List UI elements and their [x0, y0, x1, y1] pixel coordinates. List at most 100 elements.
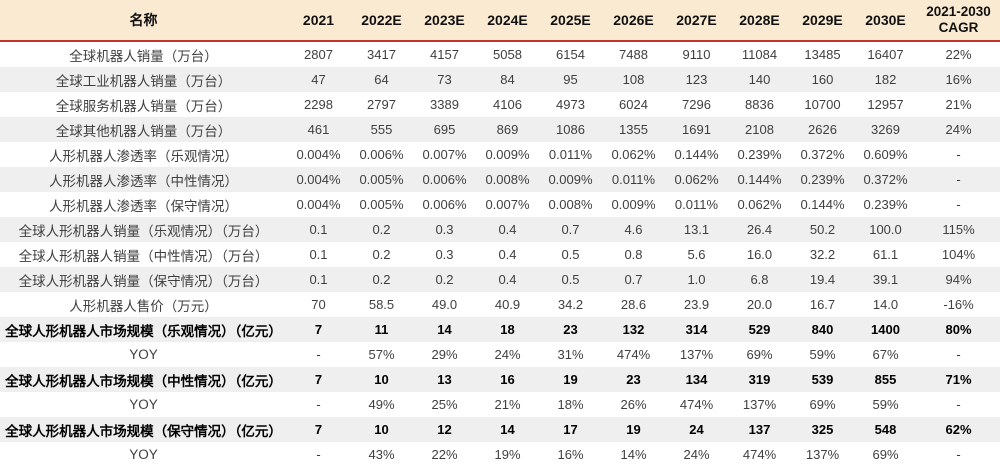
cell: 855: [854, 367, 917, 392]
table-row: 全球人形机器人市场规模（保守情况）（亿元） 7 10 12 14 17 19 24 137 325…: [0, 417, 1000, 442]
cell: 4157: [430, 47, 459, 62]
cell: 69%: [872, 447, 899, 462]
cell: 0.1: [309, 247, 328, 262]
cell: 0.004%: [296, 147, 341, 162]
cell: 0.8: [624, 247, 643, 262]
table-row: 全球机器人销量（万台） 2807 3417 4157 5058 6154 7488 9110 1…: [0, 41, 1000, 67]
column-header-year: 2028E: [728, 0, 791, 42]
cell: 0.006%: [422, 197, 467, 212]
cell: 69%: [809, 397, 836, 412]
cell: -: [316, 397, 321, 412]
cell: 40.9: [494, 297, 521, 312]
table-row: YOY - 49% 25% 21% 18% 26% 474% 137% 69% 59% -: [0, 392, 1000, 417]
cell: -: [956, 447, 961, 462]
row-label: 人形机器人渗透率（中性情况）: [0, 167, 287, 192]
row-label: 全球人形机器人销量（保守情况）（万台）: [0, 267, 287, 292]
cell: -: [956, 197, 961, 212]
cell: 2807: [304, 47, 333, 62]
cell: 7: [287, 417, 350, 442]
cell: 49.0: [431, 297, 458, 312]
row-label: YOY: [129, 397, 158, 412]
cell: 2626: [791, 117, 854, 142]
cell: 3389: [430, 97, 459, 112]
cell: 0.007%: [485, 197, 530, 212]
cell: 104%: [941, 247, 976, 262]
cell: 474%: [616, 347, 651, 362]
cell: 18%: [557, 397, 584, 412]
cell: 7: [287, 367, 350, 392]
cell: 47: [287, 67, 350, 92]
cell: 319: [728, 367, 791, 392]
row-label: 全球其他机器人销量（万台）: [0, 117, 287, 142]
cell: 0.4: [476, 267, 539, 292]
table-row: 全球人形机器人市场规模（乐观情况）（亿元） 7 11 14 18 23 132 314 529 8…: [0, 317, 1000, 342]
cell: 5.6: [687, 247, 706, 262]
cell: 39.1: [854, 267, 917, 292]
cell: 0.1: [287, 217, 350, 242]
cell: 0.062%: [611, 147, 656, 162]
cell: 10: [350, 417, 413, 442]
cell: 137%: [805, 447, 840, 462]
cell: 11: [350, 317, 413, 342]
row-label: YOY: [129, 447, 158, 462]
table-row: 人形机器人渗透率（乐观情况） 0.004% 0.006% 0.007% 0.009% 0.…: [0, 142, 1000, 167]
cell: 26%: [620, 397, 647, 412]
cell: 62%: [917, 417, 1000, 442]
cell: 0.7: [602, 267, 665, 292]
cell: 23: [539, 317, 602, 342]
cell: 0.008%: [548, 197, 593, 212]
cell: 0.4: [498, 247, 517, 262]
cell: 21%: [494, 397, 521, 412]
cell: 49%: [368, 397, 395, 412]
cell: 0.144%: [800, 197, 845, 212]
cell: 4973: [556, 97, 585, 112]
cell: 13.1: [665, 217, 728, 242]
row-label: 人形机器人售价（万元）: [69, 298, 218, 314]
cell: 0.011%: [602, 167, 665, 192]
table-row: 人形机器人渗透率（保守情况） 0.004% 0.005% 0.006% 0.007% 0.…: [0, 192, 1000, 217]
cell: 24%: [494, 347, 521, 362]
cell: 67%: [872, 347, 899, 362]
cell: 19%: [494, 447, 521, 462]
cell: 31%: [557, 347, 584, 362]
cell: 182: [854, 67, 917, 92]
cell: 1.0: [665, 267, 728, 292]
cell: 0.005%: [350, 167, 413, 192]
cell: 0.006%: [359, 147, 404, 162]
cell: 14%: [620, 447, 647, 462]
cell: 22%: [431, 447, 458, 462]
column-header-year: 2029E: [791, 0, 854, 42]
cell: 548: [854, 417, 917, 442]
cell: 7488: [619, 47, 648, 62]
cell: 529: [728, 317, 791, 342]
cell: 8836: [745, 97, 774, 112]
cell: 0.3: [435, 247, 454, 262]
cell: 24%: [917, 117, 1000, 142]
cell: 0.004%: [296, 197, 341, 212]
cell: 5058: [493, 47, 522, 62]
cell: 6024: [619, 97, 648, 112]
table-header-row: 名称 2021 2022E 2023E 2024E 2025E 2026E 2027E 2028…: [0, 0, 1000, 42]
cell: 11084: [741, 47, 778, 62]
cell: 0.008%: [476, 167, 539, 192]
cell: 32.2: [809, 247, 836, 262]
cell: 137: [728, 417, 791, 442]
cell: 14.0: [872, 297, 899, 312]
cell: 108: [602, 67, 665, 92]
row-label: 全球服务机器人销量（万台）: [55, 98, 232, 114]
cell: 70: [311, 297, 326, 312]
column-header-cagr: 2021-2030 CAGR: [917, 0, 1000, 42]
cell: 0.3: [413, 217, 476, 242]
cell: 24%: [683, 447, 710, 462]
cell: 0.2: [350, 267, 413, 292]
cell: 0.062%: [665, 167, 728, 192]
table-row: 全球其他机器人销量（万台） 461 555 695 869 1086 1355 1691 210…: [0, 117, 1000, 142]
table-row: 全球人形机器人销量（乐观情况）（万台） 0.1 0.2 0.3 0.4 0.7 4.6 13.…: [0, 217, 1000, 242]
cell: 461: [287, 117, 350, 142]
cell: 13485: [804, 47, 841, 62]
table-row: 人形机器人售价（万元） 70 58.5 49.0 40.9 34.2 28.6 23.9 20.…: [0, 292, 1000, 317]
row-label: 全球人形机器人销量（乐观情况）（万台）: [0, 217, 287, 242]
cell: 0.1: [287, 267, 350, 292]
table-row: 全球人形机器人市场规模（中性情况）（亿元） 7 10 13 16 19 23 134 319 53…: [0, 367, 1000, 392]
